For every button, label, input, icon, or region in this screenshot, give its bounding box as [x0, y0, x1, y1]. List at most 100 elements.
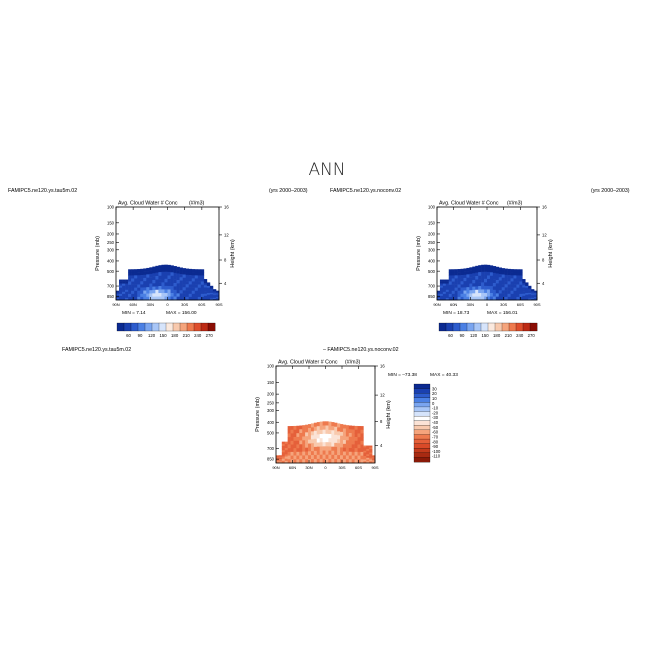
colorbar-swatch	[193, 322, 202, 332]
colorbar-swatch	[452, 322, 461, 332]
heatmap-cell	[122, 293, 126, 297]
heatmap-cell	[182, 268, 186, 272]
heatmap-cell	[173, 289, 177, 294]
heatmap-cell	[164, 275, 168, 280]
heatmap-cell	[158, 279, 162, 283]
heatmap-cell	[319, 438, 323, 443]
heatmap-cell	[487, 282, 491, 287]
heatmap-cell	[167, 285, 171, 290]
heatmap-cell	[137, 293, 141, 298]
colorbar-label: -30	[432, 415, 439, 420]
heatmap-cell	[276, 461, 280, 463]
heatmap-cell	[534, 296, 538, 298]
heatmap-cell	[351, 433, 355, 438]
heatmap-cell	[498, 283, 502, 288]
max-label: MAX = 156.01	[487, 310, 518, 316]
heatmap-cell	[305, 424, 309, 429]
max-label: MAX = 40.33	[430, 372, 458, 378]
heatmap-cell	[337, 459, 341, 464]
heatmap-cell	[519, 281, 523, 285]
heatmap-cell	[170, 286, 174, 290]
heatmap-cell	[149, 277, 153, 281]
heatmap-cell	[501, 277, 505, 282]
heatmap-cell	[472, 286, 476, 291]
colorbar-swatch	[413, 457, 431, 463]
y-tick-label: 200	[107, 232, 115, 237]
heatmap-cell	[119, 279, 123, 282]
heatmap-cell	[313, 450, 318, 456]
heatmap-cell	[215, 299, 220, 301]
heatmap-cell	[454, 293, 458, 298]
heatmap-cell	[372, 456, 376, 458]
heatmap-cell	[513, 272, 517, 276]
min-label: MIN = 18.73	[443, 310, 470, 316]
heatmap-cell	[351, 440, 355, 445]
heatmap-cell	[334, 450, 338, 456]
heatmap-cell	[206, 289, 211, 292]
heatmap-cell	[516, 272, 520, 276]
heatmap-cell	[116, 290, 120, 292]
heatmap-cell	[176, 270, 180, 274]
heatmap-cell	[152, 266, 156, 271]
heatmap-cell	[507, 275, 511, 279]
y-tick-label: 700	[267, 446, 275, 451]
heatmap-cell	[152, 289, 156, 294]
heatmap-cell	[158, 286, 162, 290]
heatmap-cell	[489, 282, 494, 287]
heatmap-cell	[489, 293, 494, 297]
colorbar-swatch	[522, 322, 531, 332]
heatmap-cell	[372, 459, 376, 461]
heatmap-cell	[176, 286, 180, 291]
heatmap-cell	[372, 460, 376, 462]
heatmap-cell	[345, 455, 350, 460]
heatmap-cell	[463, 271, 467, 276]
colorbar-label: 210	[183, 333, 191, 338]
heatmap-cell	[137, 296, 141, 301]
heatmap-cell	[128, 296, 132, 301]
heatmap-cell	[185, 278, 190, 282]
colorbar-label: 150	[482, 333, 490, 338]
colorbar-label: 90	[138, 333, 143, 338]
heatmap-cell	[492, 286, 497, 291]
heatmap-cell	[472, 266, 476, 271]
heatmap-cell	[348, 459, 352, 464]
heatmap-cell	[185, 271, 190, 276]
heatmap-cell	[463, 284, 467, 288]
colorbar-swatch	[413, 420, 431, 426]
heatmap-cell	[469, 283, 473, 288]
heatmap-cell	[140, 287, 144, 291]
heatmap-cell	[179, 290, 183, 294]
heatmap-cell	[342, 428, 347, 433]
heatmap-cell	[325, 450, 329, 455]
y2-tick-label: 8	[224, 258, 227, 263]
heatmap-cell	[498, 270, 502, 275]
heatmap-cell	[439, 281, 444, 284]
heatmap-cell	[501, 280, 505, 285]
heatmap-cell	[366, 454, 370, 457]
heatmap-cell	[439, 279, 444, 282]
heatmap-cell	[278, 461, 283, 463]
heatmap-cell	[328, 446, 332, 451]
heatmap-cell	[134, 293, 138, 298]
heatmap-cell	[360, 448, 364, 453]
heatmap-cell	[492, 272, 497, 277]
heatmap-cell	[345, 440, 350, 445]
heatmap-cell	[179, 283, 183, 288]
heatmap-cell	[354, 455, 358, 460]
heatmap-cell	[448, 296, 452, 301]
y2-tick-label: 4	[224, 281, 227, 286]
heatmap-cell	[525, 284, 529, 287]
heatmap-cell	[316, 422, 320, 427]
heatmap-cell	[215, 290, 220, 292]
colorbar-swatch	[158, 322, 167, 332]
heatmap-cell	[345, 447, 350, 452]
heatmap-cell	[525, 298, 529, 301]
heatmap-cell	[296, 425, 300, 430]
heatmap-cell	[308, 435, 312, 440]
heatmap-cell	[131, 269, 135, 273]
heatmap-cell	[296, 451, 300, 456]
heatmap-cell	[152, 273, 156, 277]
heatmap-cell	[316, 438, 320, 443]
heatmap-cell	[369, 461, 373, 464]
